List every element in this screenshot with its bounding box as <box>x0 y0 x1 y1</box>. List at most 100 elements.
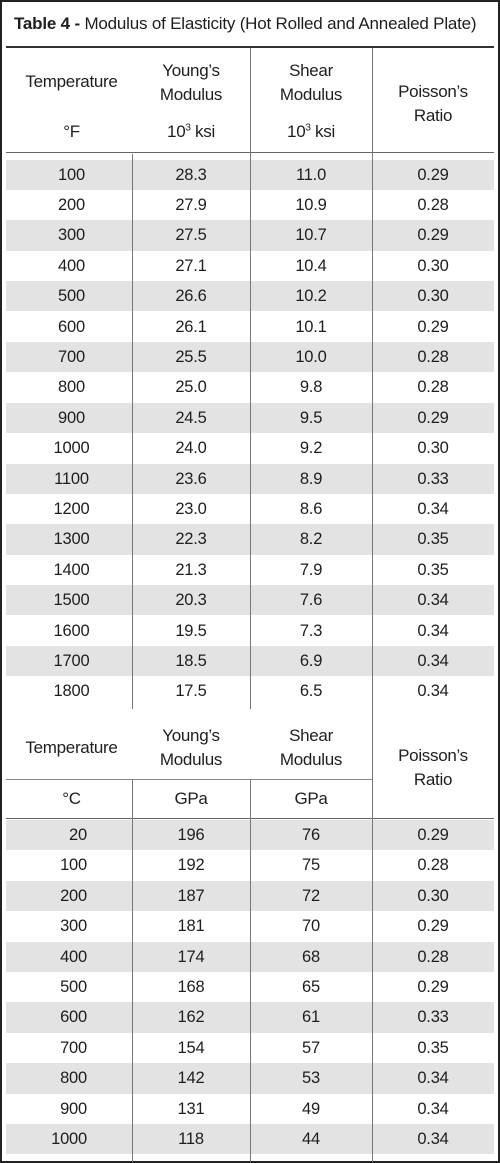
cell-poissons-ratio: 0.28 <box>417 856 449 875</box>
cell-shear-modulus: 57 <box>302 1038 320 1057</box>
header-temperature-unit-c: °C <box>62 789 81 808</box>
cell-temperature: 20 <box>69 826 87 844</box>
cell-shear-modulus: 11.0 <box>295 165 327 184</box>
cell-shear-modulus: 10.1 <box>295 317 327 336</box>
header-shear-modulus-ksi: Shear Modulus <box>250 59 372 107</box>
cell-youngs-modulus: 118 <box>178 1130 204 1148</box>
cell-temperature: 500 <box>58 287 85 306</box>
cell-shear-modulus: 44 <box>302 1130 320 1148</box>
cell-youngs-modulus: 23.0 <box>175 499 207 518</box>
header-poissons-ratio-2: Poisson’s Ratio <box>372 744 494 792</box>
cell-temperature: 600 <box>60 1008 87 1027</box>
cell-poissons-ratio: 0.29 <box>417 165 449 184</box>
cell-youngs-modulus: 23.6 <box>175 469 207 488</box>
cell-temperature: 600 <box>58 317 85 336</box>
unit-exponent: 3 <box>305 122 311 134</box>
cell-temperature: 1100 <box>54 469 89 488</box>
header-youngs-modulus-ksi: Young’s Modulus <box>132 59 250 107</box>
cell-poissons-ratio: 0.30 <box>417 287 449 306</box>
cell-youngs-modulus: 26.6 <box>175 287 207 306</box>
cell-temperature: 700 <box>60 1038 87 1057</box>
table-title-prefix: Table 4 - <box>14 14 80 33</box>
cell-temperature: 100 <box>60 856 87 875</box>
cell-poissons-ratio: 0.28 <box>417 378 449 397</box>
cell-youngs-modulus: 192 <box>177 856 205 875</box>
cell-shear-modulus: 9.5 <box>299 408 323 427</box>
cell-temperature: 200 <box>60 886 87 905</box>
cell-temperature: 1400 <box>53 560 90 579</box>
cell-youngs-modulus: 24.0 <box>175 439 207 458</box>
cell-poissons-ratio: 0.29 <box>417 978 449 996</box>
table-row: 200 27.9 10.9 0.28 <box>6 190 494 220</box>
cell-youngs-modulus: 27.1 <box>175 256 207 275</box>
table-row: 1600 19.5 7.3 0.34 <box>6 616 494 646</box>
cell-poissons-ratio: 0.34 <box>417 591 449 610</box>
cell-youngs-modulus: 24.5 <box>175 408 207 427</box>
cell-poissons-ratio: 0.29 <box>417 826 449 844</box>
cell-shear-modulus: 6.5 <box>299 682 323 701</box>
table-row: 500 168 65 0.29 <box>6 972 494 1002</box>
metric-header-mid-rule <box>6 779 372 780</box>
header-shear-line2: Modulus <box>279 85 343 104</box>
column-divider <box>132 154 133 709</box>
header-youngs-line2: Modulus <box>159 750 223 769</box>
header-youngs-unit-ksi: 103 ksi <box>132 120 250 144</box>
cell-poissons-ratio: 0.29 <box>417 317 449 336</box>
cell-temperature: 700 <box>58 347 85 366</box>
header-shear-line1: Shear <box>289 61 333 80</box>
header-shear-unit-gpa: GPa <box>294 789 328 808</box>
cell-shear-modulus: 9.2 <box>299 439 323 458</box>
cell-temperature: 1700 <box>53 651 90 670</box>
cell-shear-modulus: 68 <box>302 947 320 966</box>
unit-exponent: 3 <box>185 122 191 134</box>
cell-youngs-modulus: 196 <box>177 826 205 844</box>
table-row: 900 131 49 0.34 <box>6 1094 494 1124</box>
cell-youngs-modulus: 20.3 <box>175 591 207 610</box>
cell-shear-modulus: 6.9 <box>299 651 323 670</box>
header-youngs-line2: Modulus <box>159 85 223 104</box>
cell-shear-modulus: 10.2 <box>295 287 327 306</box>
table-row: 600 26.1 10.1 0.29 <box>6 312 494 342</box>
cell-youngs-modulus: 187 <box>177 886 205 905</box>
cell-shear-modulus: 10.7 <box>295 226 327 245</box>
table-row: 100 192 75 0.28 <box>6 850 494 880</box>
cell-poissons-ratio: 0.29 <box>417 917 449 936</box>
cell-temperature: 1300 <box>53 530 90 549</box>
unit-suffix: ksi <box>190 122 215 141</box>
cell-temperature: 1200 <box>53 499 90 518</box>
cell-youngs-modulus: 25.5 <box>175 347 207 366</box>
cell-poissons-ratio: 0.34 <box>417 1069 449 1088</box>
cell-shear-modulus: 7.3 <box>299 621 323 640</box>
cell-temperature: 900 <box>58 408 85 427</box>
cell-shear-modulus: 72 <box>302 886 320 905</box>
table-row: 800 25.0 9.8 0.28 <box>6 372 494 402</box>
cell-poissons-ratio: 0.35 <box>417 560 449 579</box>
cell-shear-modulus: 7.6 <box>299 591 323 610</box>
header-temperature-c: Temperature <box>25 738 118 757</box>
cell-shear-modulus: 7.9 <box>299 560 323 579</box>
cell-shear-modulus: 8.9 <box>299 469 323 488</box>
header-youngs-line1: Young’s <box>162 61 220 80</box>
cell-youngs-modulus: 21.3 <box>175 560 207 579</box>
cell-poissons-ratio: 0.35 <box>417 1038 449 1057</box>
cell-poissons-ratio: 0.30 <box>417 886 449 905</box>
header-shear-line1: Shear <box>289 726 333 745</box>
cell-temperature: 1600 <box>53 621 90 640</box>
cell-poissons-ratio: 0.28 <box>417 195 449 214</box>
cell-shear-modulus: 70 <box>302 917 320 936</box>
header-poisson-line2: Ratio <box>413 770 453 789</box>
cell-temperature: 100 <box>58 165 85 184</box>
cell-shear-modulus: 10.0 <box>295 347 327 366</box>
cell-poissons-ratio: 0.34 <box>417 621 449 640</box>
cell-poissons-ratio: 0.34 <box>417 499 449 518</box>
cell-shear-modulus: 65 <box>302 978 320 996</box>
cell-temperature: 500 <box>60 978 87 996</box>
header-poisson-line1: Poisson’s <box>398 746 468 765</box>
table-row: 300 181 70 0.29 <box>6 911 494 941</box>
cell-shear-modulus: 10.4 <box>295 256 327 275</box>
cell-temperature: 300 <box>58 226 85 245</box>
cell-poissons-ratio: 0.33 <box>417 1008 449 1027</box>
unit-base: 10 <box>287 122 306 141</box>
table-row: 1800 17.5 6.5 0.34 <box>6 676 494 706</box>
